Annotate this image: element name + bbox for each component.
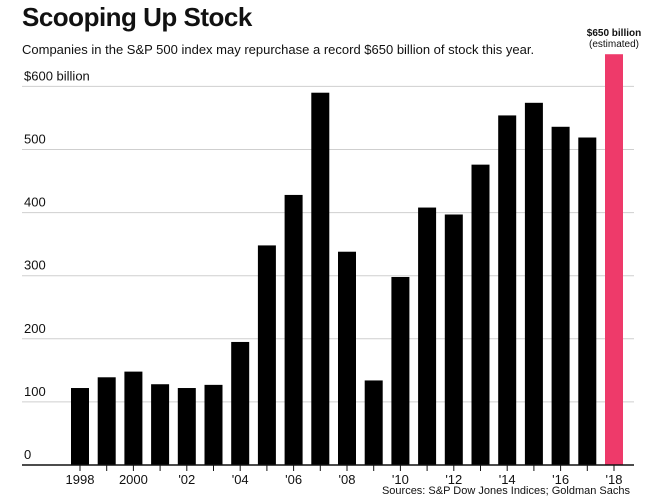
bar <box>177 388 196 465</box>
x-tick-label: '14 <box>499 472 516 487</box>
bar <box>418 207 437 465</box>
bar <box>151 384 170 465</box>
y-tick-label: 500 <box>24 132 46 147</box>
x-tick-label: '04 <box>232 472 249 487</box>
x-tick-label: '18 <box>606 472 623 487</box>
bar <box>444 214 463 465</box>
x-tick-label: '10 <box>392 472 409 487</box>
bar <box>524 102 543 465</box>
x-tick-label: '08 <box>339 472 356 487</box>
bar <box>364 380 383 465</box>
x-tick-label: 2000 <box>119 472 148 487</box>
y-tick-label: 0 <box>24 447 31 462</box>
x-ticks: 1998 2000 '02 '04 '06 '08 '10 '12 '14 '16 '18 <box>22 464 634 487</box>
y-tick-label: $600 billion <box>24 68 90 83</box>
bar <box>204 384 223 465</box>
y-tick-label: 400 <box>24 195 46 210</box>
annotation-estimated-label: (estimated) <box>589 39 639 50</box>
bar <box>124 371 143 465</box>
sources-note: Sources: S&P Dow Jones Indices; Goldman … <box>381 485 630 497</box>
bar <box>391 276 410 465</box>
chart-subtitle: Companies in the S&P 500 index may repur… <box>22 42 535 57</box>
x-tick-label: '16 <box>552 472 569 487</box>
x-tick-label: '12 <box>445 472 462 487</box>
highlight-bar <box>605 54 623 466</box>
x-tick-label: 1998 <box>66 472 95 487</box>
bar <box>551 126 570 465</box>
bar <box>284 194 303 465</box>
y-tick-label: 100 <box>24 384 46 399</box>
bar <box>231 341 250 465</box>
bar <box>311 92 330 466</box>
bar <box>97 377 116 465</box>
y-tick-label: 300 <box>24 258 46 273</box>
chart-title: Scooping Up Stock <box>22 2 252 32</box>
x-tick-label: '02 <box>178 472 195 487</box>
bar <box>338 251 356 465</box>
highlight-annotation: $650 billion (estimated) <box>587 28 641 50</box>
bar <box>498 115 517 466</box>
annotation-value-label: $650 billion <box>587 28 641 39</box>
y-tick-labels: 0 100 200 300 400 500 $600 billion <box>24 68 90 462</box>
bars <box>71 54 623 466</box>
y-tick-label: 200 <box>24 321 46 336</box>
bar <box>471 164 490 466</box>
bar <box>71 388 89 465</box>
bar <box>257 245 276 465</box>
bar <box>578 137 597 466</box>
x-tick-label: '06 <box>285 472 302 487</box>
